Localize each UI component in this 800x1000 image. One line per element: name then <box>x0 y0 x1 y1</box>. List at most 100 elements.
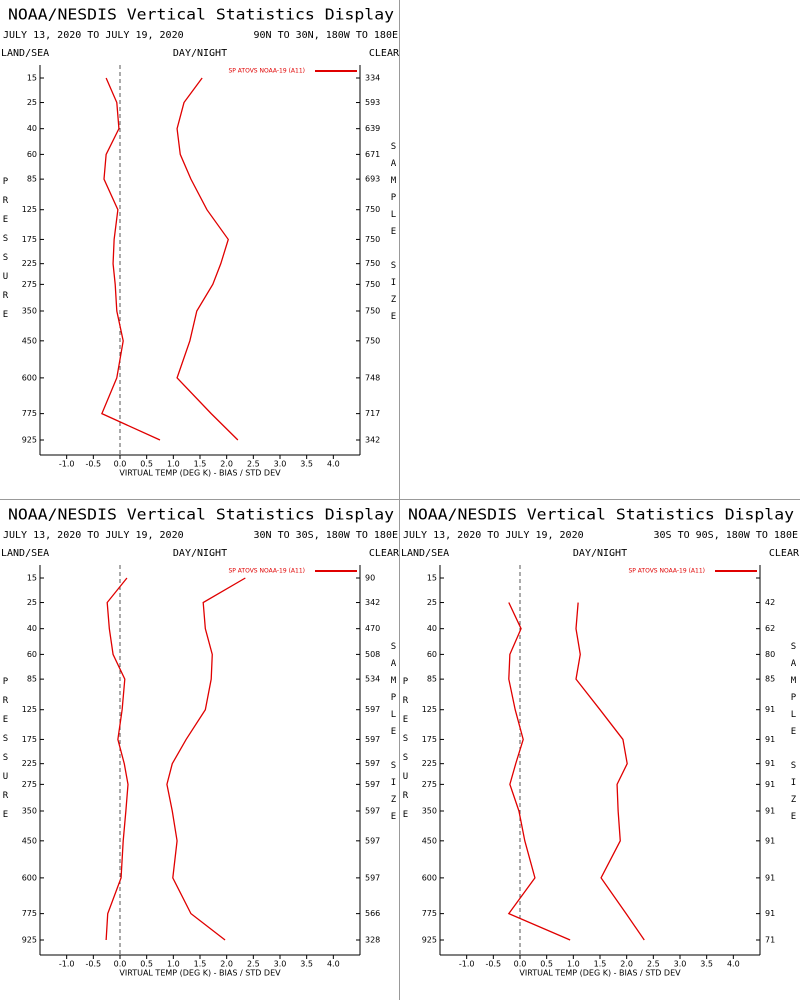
sample-size: 342 <box>365 598 380 607</box>
y-tick-label: 925 <box>22 436 37 445</box>
sample-size: 91 <box>765 909 775 918</box>
y-tick-label: 15 <box>427 574 437 583</box>
region: 90N TO 30N, 180W TO 180E <box>254 30 399 41</box>
sample-size: 748 <box>365 373 380 382</box>
sample-size: 342 <box>365 436 380 445</box>
y2-axis-label: SAMPLE SIZE <box>789 642 799 829</box>
y-tick-label: 600 <box>22 873 37 882</box>
sample-size: 750 <box>365 259 380 268</box>
sample-size: 71 <box>765 936 775 945</box>
sample-size: 717 <box>365 409 380 418</box>
y-tick-label: 60 <box>27 650 37 659</box>
sample-size: 693 <box>365 175 380 184</box>
land-sea-label: LAND/SEA <box>1 48 49 59</box>
y2-axis-label: SAMPLE SIZE <box>389 642 399 829</box>
date-range: JULY 13, 2020 TO JULY 19, 2020 <box>3 30 184 41</box>
sample-size: 91 <box>765 735 775 744</box>
date-range: JULY 13, 2020 TO JULY 19, 2020 <box>403 530 584 541</box>
sample-size: 597 <box>365 806 380 815</box>
sample-size: 91 <box>765 806 775 815</box>
std-dev-line <box>176 77 239 441</box>
y-tick-label: 125 <box>422 705 437 714</box>
y-tick-label: 350 <box>22 306 37 315</box>
sample-size: 534 <box>365 675 380 684</box>
sample-size: 90 <box>365 574 375 583</box>
y-tick-label: 60 <box>27 150 37 159</box>
y-tick-label: 450 <box>22 836 37 845</box>
x-tick-label: 4.0 <box>327 460 340 469</box>
sample-size: 91 <box>765 780 775 789</box>
chart-panel: NOAA/NESDIS Vertical Statistics Display J… <box>1 506 400 978</box>
day-night-label: DAY/NIGHT <box>173 548 227 559</box>
x-tick-label: 2.5 <box>647 960 660 969</box>
y-tick-label: 225 <box>422 759 437 768</box>
std-dev-line <box>166 577 246 941</box>
y-tick-label: 450 <box>422 836 437 845</box>
std-dev-line <box>575 602 645 941</box>
x-tick-label: 2.0 <box>620 960 633 969</box>
y-tick-label: 175 <box>22 235 37 244</box>
y-tick-label: 125 <box>22 205 37 214</box>
x-tick-label: 3.5 <box>300 960 313 969</box>
x-tick-label: 2.5 <box>247 460 260 469</box>
clear-label: CLEAR <box>369 48 400 59</box>
sample-size: 597 <box>365 836 380 845</box>
y-tick-label: 925 <box>22 936 37 945</box>
sample-size: 671 <box>365 150 380 159</box>
y-tick-label: 60 <box>427 650 437 659</box>
x-tick-label: 1.0 <box>567 960 580 969</box>
y-tick-label: 85 <box>27 675 37 684</box>
sample-size: 750 <box>365 336 380 345</box>
y-tick-label: 600 <box>422 873 437 882</box>
y-tick-label: 600 <box>22 373 37 382</box>
y-tick-label: 450 <box>22 336 37 345</box>
x-tick-label: 3.5 <box>300 460 313 469</box>
x-tick-label: 0.0 <box>114 960 127 969</box>
x-tick-label: 1.0 <box>167 460 180 469</box>
sample-size: 91 <box>765 836 775 845</box>
x-tick-label: 3.5 <box>700 960 713 969</box>
y-tick-label: 925 <box>422 936 437 945</box>
bias-line <box>101 77 161 441</box>
sample-size: 750 <box>365 306 380 315</box>
sample-size: 91 <box>765 873 775 882</box>
x-axis-label: VIRTUAL TEMP (DEG K) - BIAS / STD DEV <box>119 969 281 978</box>
sample-size: 62 <box>765 624 775 633</box>
x-tick-label: 0.0 <box>514 960 527 969</box>
sample-size: 566 <box>365 909 380 918</box>
chart-title: NOAA/NESDIS Vertical Statistics Display <box>408 506 794 524</box>
x-tick-label: -1.0 <box>459 960 475 969</box>
x-tick-label: 4.0 <box>727 960 740 969</box>
y-tick-label: 275 <box>422 780 437 789</box>
y-tick-label: 350 <box>422 806 437 815</box>
x-tick-label: 3.0 <box>674 960 687 969</box>
sample-size: 593 <box>365 98 380 107</box>
sample-size: 42 <box>765 598 775 607</box>
bias-line <box>507 602 571 941</box>
x-tick-label: 0.5 <box>540 960 553 969</box>
sample-size: 328 <box>365 936 380 945</box>
y-axis-label: PRESSURE <box>401 677 411 829</box>
legend-label: SP ATOVS NOAA-19 (A11) <box>228 568 305 575</box>
sample-size: 334 <box>365 74 380 83</box>
sample-size: 750 <box>365 205 380 214</box>
y-tick-label: 40 <box>27 624 37 633</box>
bias-line <box>105 577 129 941</box>
sample-size: 750 <box>365 235 380 244</box>
sample-size: 91 <box>765 705 775 714</box>
x-tick-label: 3.0 <box>274 960 287 969</box>
sample-size: 597 <box>365 873 380 882</box>
x-tick-label: 2.0 <box>220 960 233 969</box>
sample-size: 597 <box>365 735 380 744</box>
sample-size: 470 <box>365 624 380 633</box>
clear-label: CLEAR <box>369 548 400 559</box>
y-tick-label: 25 <box>27 598 37 607</box>
x-tick-label: 4.0 <box>327 960 340 969</box>
land-sea-label: LAND/SEA <box>401 548 449 559</box>
legend-label: SP ATOVS NOAA-19 (A11) <box>628 568 705 575</box>
sample-size: 508 <box>365 650 380 659</box>
sample-size: 91 <box>765 759 775 768</box>
x-tick-label: 0.5 <box>140 460 153 469</box>
chart-title: NOAA/NESDIS Vertical Statistics Display <box>8 506 394 524</box>
y-tick-label: 125 <box>22 705 37 714</box>
